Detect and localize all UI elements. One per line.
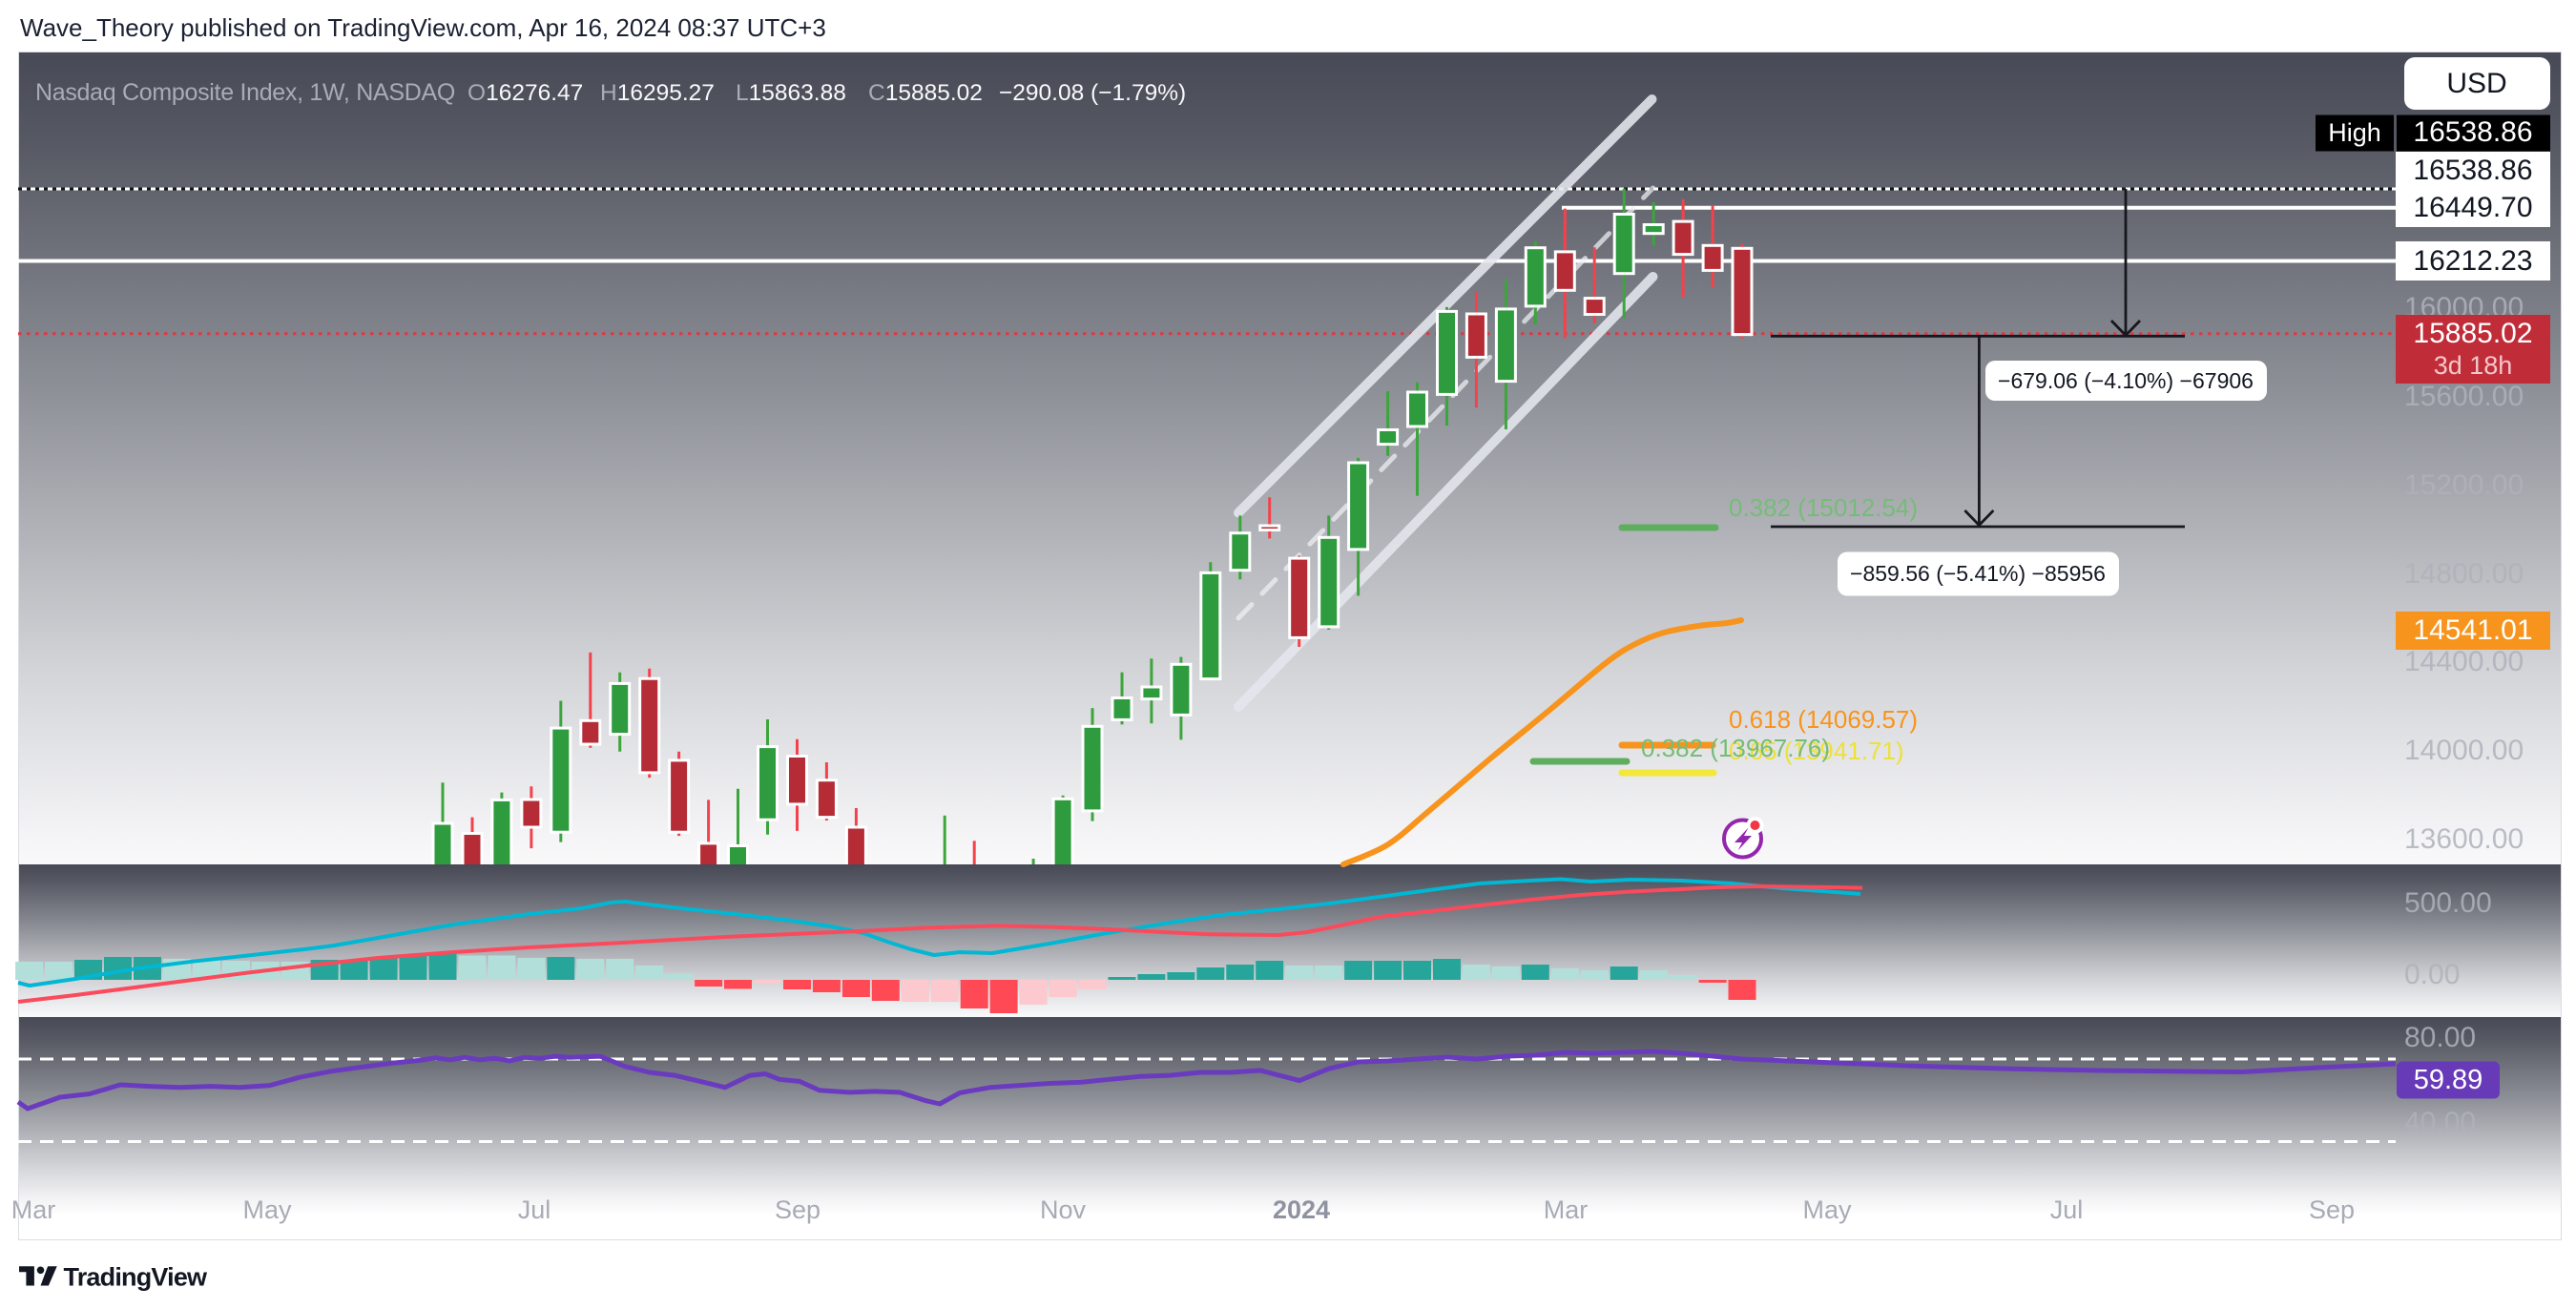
svg-text:16449.70: 16449.70 (2413, 192, 2532, 223)
svg-text:−679.06 (−4.10%) −67906: −679.06 (−4.10%) −67906 (1998, 368, 2254, 393)
svg-text:16212.23: 16212.23 (2413, 245, 2532, 277)
svg-text:80.00: 80.00 (2404, 1022, 2476, 1053)
svg-text:O16276.47: O16276.47 (467, 80, 583, 106)
svg-text:40.00: 40.00 (2404, 1107, 2476, 1138)
svg-text:L15863.88: L15863.88 (736, 80, 846, 106)
svg-text:Nov: Nov (1040, 1195, 1087, 1224)
svg-text:0.00: 0.00 (2404, 959, 2460, 990)
svg-text:0.382 (15012.54): 0.382 (15012.54) (1729, 493, 1918, 522)
svg-text:Jul: Jul (2050, 1195, 2084, 1224)
svg-text:May: May (242, 1195, 292, 1224)
svg-text:High: High (2328, 118, 2381, 147)
svg-text:H16295.27: H16295.27 (600, 80, 715, 106)
svg-text:15200.00: 15200.00 (2404, 469, 2524, 501)
svg-text:Mar: Mar (1544, 1195, 1589, 1224)
svg-text:14800.00: 14800.00 (2404, 558, 2524, 590)
svg-text:0.65 (13941.71): 0.65 (13941.71) (1729, 737, 1904, 765)
svg-text:Mar: Mar (11, 1195, 56, 1224)
svg-text:15885.02: 15885.02 (2413, 318, 2532, 349)
svg-text:C15885.02: C15885.02 (868, 80, 983, 106)
svg-text:0.382 (13967.76): 0.382 (13967.76) (1641, 734, 1830, 762)
svg-text:Wave_Theory published on Tradi: Wave_Theory published on TradingView.com… (20, 13, 826, 42)
svg-text:14400.00: 14400.00 (2404, 646, 2524, 677)
svg-text:500.00: 500.00 (2404, 887, 2492, 919)
svg-text:TradingView: TradingView (64, 1263, 209, 1292)
svg-text:Sep: Sep (775, 1195, 821, 1224)
svg-text:15600.00: 15600.00 (2404, 381, 2524, 412)
svg-text:Nasdaq Composite Index, 1W, NA: Nasdaq Composite Index, 1W, NASDAQ (35, 79, 455, 106)
svg-text:−859.56 (−5.41%) −85956: −859.56 (−5.41%) −85956 (1850, 561, 2106, 586)
svg-text:3d 18h: 3d 18h (2434, 351, 2513, 380)
svg-text:16538.86: 16538.86 (2413, 116, 2532, 148)
svg-text:14541.01: 14541.01 (2413, 614, 2532, 646)
svg-text:59.89: 59.89 (2414, 1065, 2483, 1095)
svg-text:0.618 (14069.57): 0.618 (14069.57) (1729, 705, 1918, 734)
svg-text:2024: 2024 (1273, 1195, 1330, 1224)
svg-text:13600.00: 13600.00 (2404, 823, 2524, 855)
svg-text:USD: USD (2446, 68, 2506, 99)
svg-text:May: May (1802, 1195, 1852, 1224)
svg-text:Sep: Sep (2309, 1195, 2355, 1224)
svg-text:16538.86: 16538.86 (2413, 155, 2532, 186)
svg-text:Jul: Jul (518, 1195, 551, 1224)
svg-text:14000.00: 14000.00 (2404, 735, 2524, 766)
svg-text:−290.08 (−1.79%): −290.08 (−1.79%) (999, 80, 1186, 106)
